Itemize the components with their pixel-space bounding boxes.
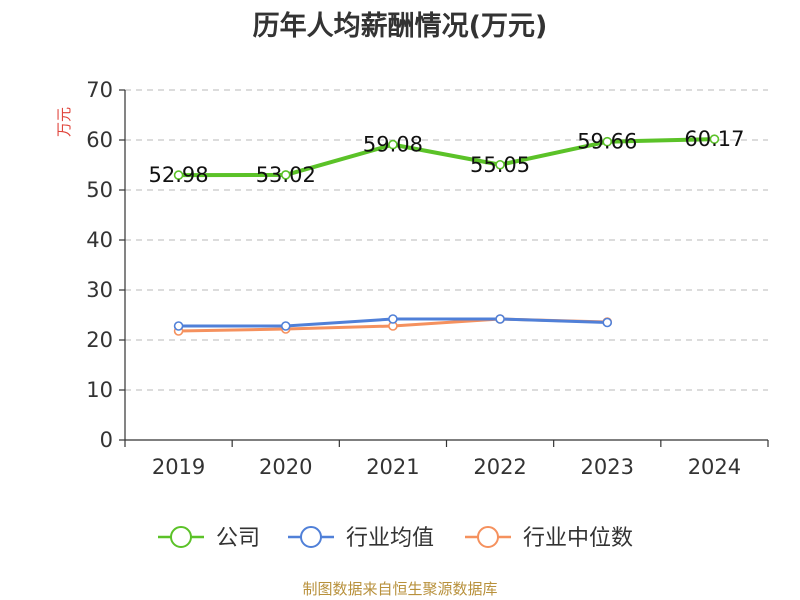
data-point: [280, 321, 291, 331]
source-note: 制图数据来自恒生聚源数据库: [302, 580, 498, 598]
data-label: 53.02: [256, 163, 316, 187]
data-label: 52.98: [149, 163, 209, 187]
data-label: 55.05: [470, 153, 530, 177]
data-point: [495, 314, 505, 324]
y-tick-label: 0: [100, 428, 113, 452]
legend-label: 公司: [216, 526, 260, 551]
x-tick-label: 2020: [259, 455, 312, 479]
y-tick-label: 30: [86, 278, 113, 302]
y-tick-labels: 0 10 20 30 40 50 60 70: [86, 78, 113, 452]
chart-title: 历年人均薪酬情况(万元): [252, 11, 548, 42]
data-point: [280, 170, 291, 180]
y-tick-label: 60: [86, 128, 113, 152]
data-point: [709, 134, 720, 144]
gridlines: [125, 89, 768, 391]
legend-marker: [300, 526, 322, 548]
legend: 公司 行业均值 行业中位数: [158, 526, 633, 551]
data-point: [388, 139, 398, 150]
series-line-company: [178, 137, 715, 178]
y-tick-label: 70: [86, 78, 113, 102]
x-tick-label: 2021: [366, 455, 419, 479]
legend-label: 行业均值: [346, 526, 434, 551]
x-tick-labels: 2019 2020 2021 2022 2023 2024: [152, 455, 741, 479]
legend-item: 行业均值: [288, 526, 434, 551]
data-labels: 52.98 53.02 59.08 55.05 59.66 60.17: [149, 127, 745, 187]
y-tick-label: 20: [86, 328, 113, 352]
data-point: [173, 170, 184, 180]
legend-marker: [477, 526, 499, 548]
data-label: 59.08: [363, 133, 423, 157]
legend-marker: [170, 526, 192, 548]
x-tick-label: 2019: [152, 455, 205, 479]
axes: [119, 89, 769, 447]
data-point: [602, 136, 613, 147]
data-label: 59.66: [577, 130, 637, 154]
x-tick-label: 2022: [473, 455, 526, 479]
legend-item: 公司: [158, 526, 260, 551]
y-tick-label: 50: [86, 178, 113, 202]
y-axis-label: 万元: [55, 107, 73, 137]
data-point: [495, 159, 505, 170]
legend-label: 行业中位数: [523, 526, 633, 551]
data-points: [173, 134, 720, 336]
y-tick-label: 10: [86, 378, 113, 402]
data-point: [173, 321, 184, 331]
legend-item: 行业中位数: [465, 526, 633, 551]
data-label: 60.17: [684, 127, 744, 151]
y-tick-label: 40: [86, 228, 113, 252]
x-tick-label: 2024: [688, 455, 741, 479]
data-point: [388, 314, 398, 324]
data-point: [602, 317, 613, 328]
x-tick-label: 2023: [581, 455, 634, 479]
